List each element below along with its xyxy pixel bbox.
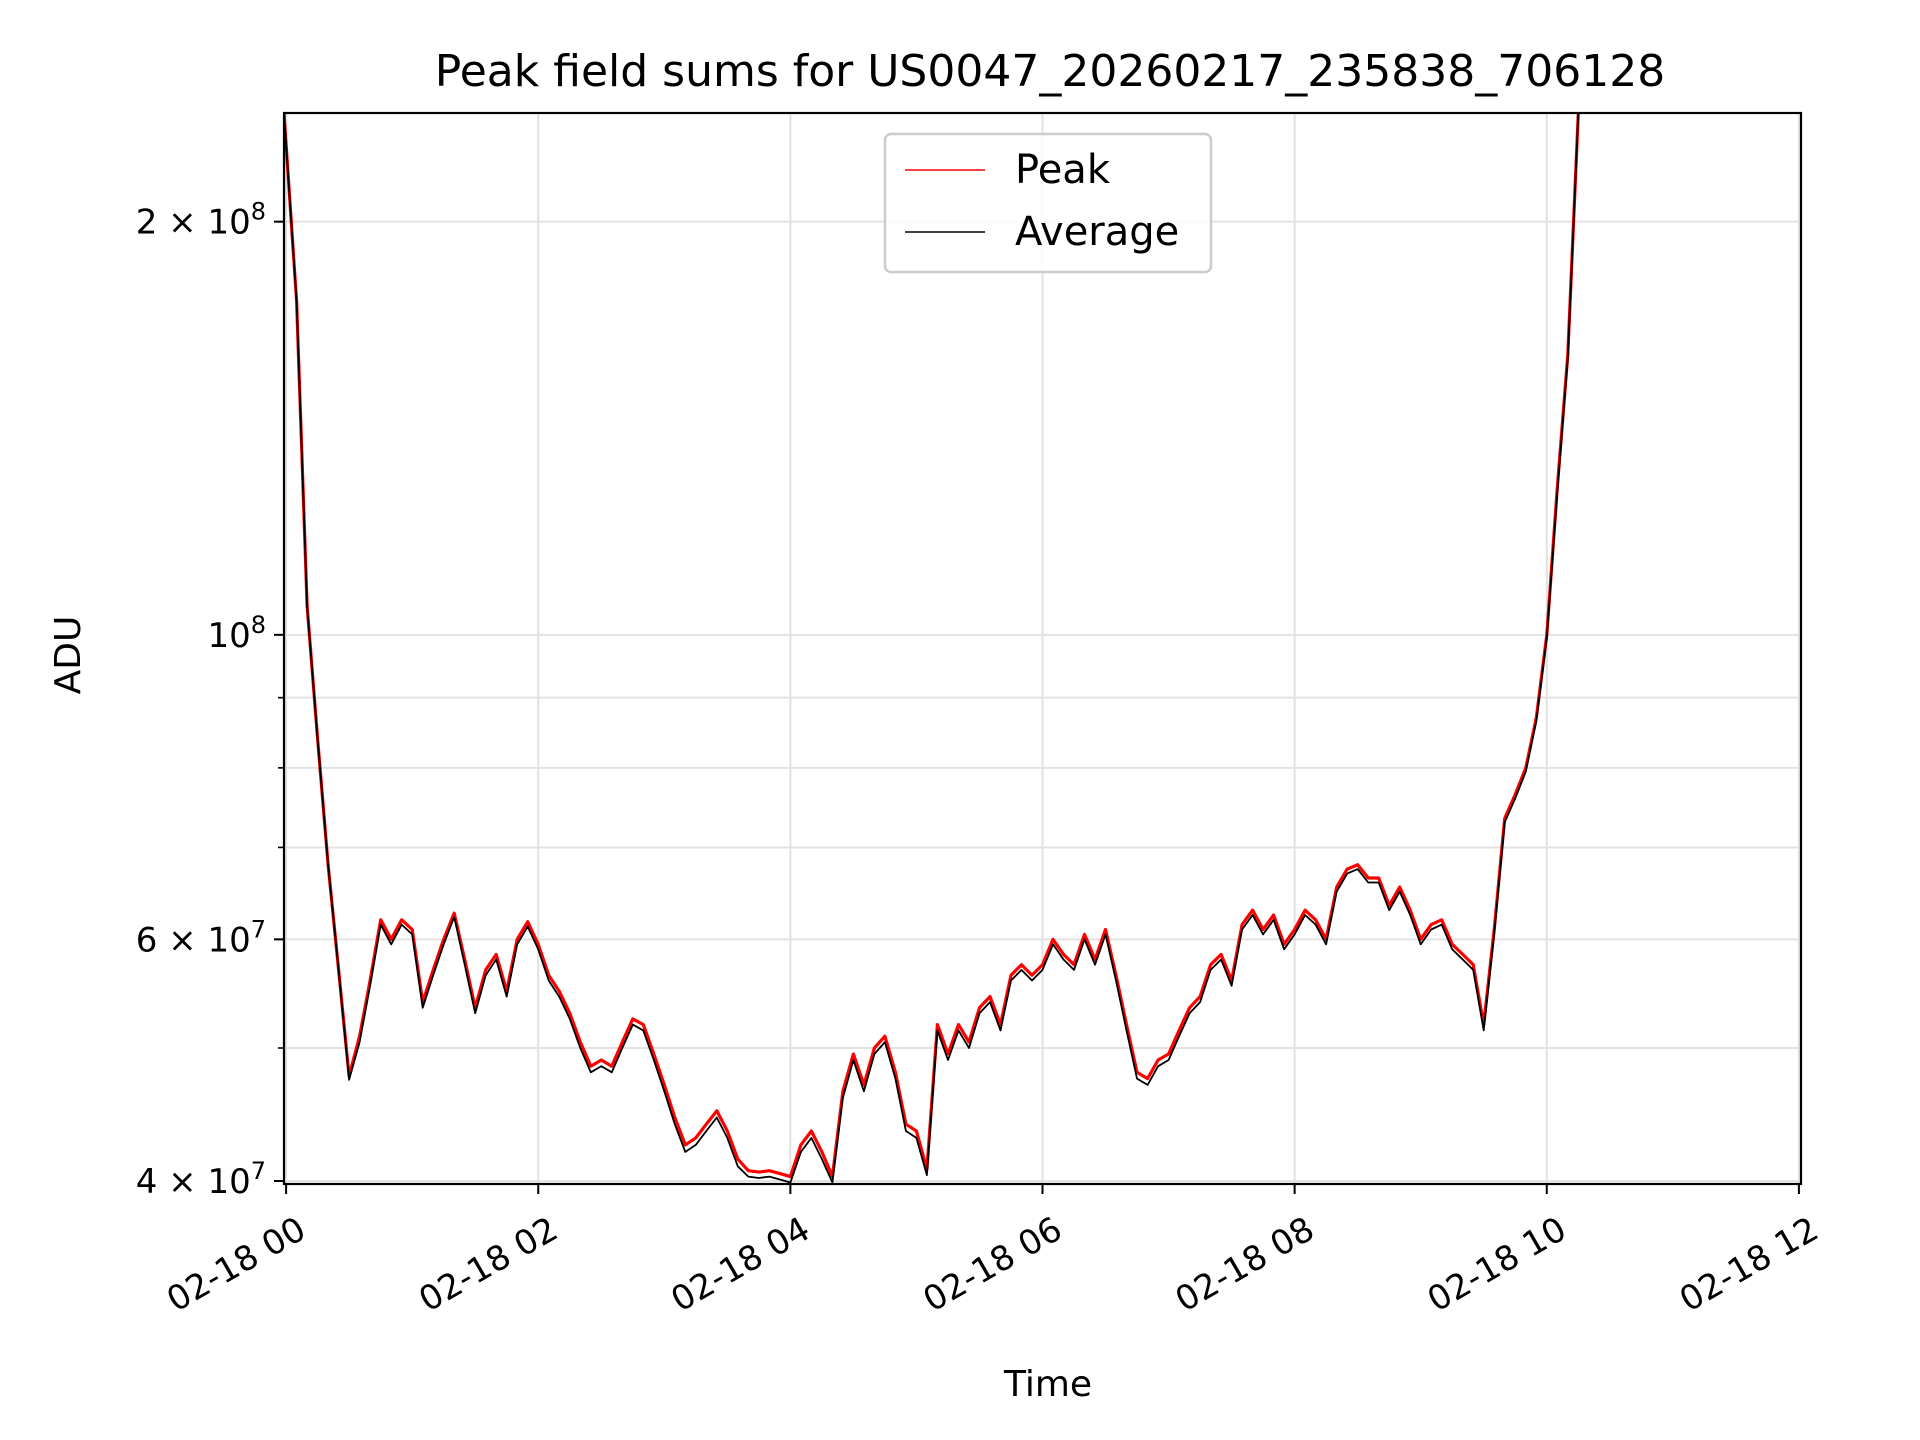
- y-tick-label-0: 4 × 107: [136, 1157, 266, 1202]
- y-tick-label-3: 2 × 108: [136, 198, 266, 243]
- chart-title: Peak field sums for US0047_20260217_2358…: [435, 46, 1665, 97]
- x-axis-label: Time: [1003, 1364, 1092, 1405]
- legend-box: [883, 132, 1213, 274]
- plot-series: [284, 113, 1580, 1184]
- legend: Peak Average: [883, 132, 1213, 274]
- y-axis-label: ADU: [48, 616, 89, 695]
- y-tick-label-1: 6 × 107: [136, 915, 266, 960]
- legend-label-average: Average: [1015, 209, 1179, 255]
- series-line-average: [284, 113, 1580, 1184]
- legend-label-peak: Peak: [1015, 147, 1111, 193]
